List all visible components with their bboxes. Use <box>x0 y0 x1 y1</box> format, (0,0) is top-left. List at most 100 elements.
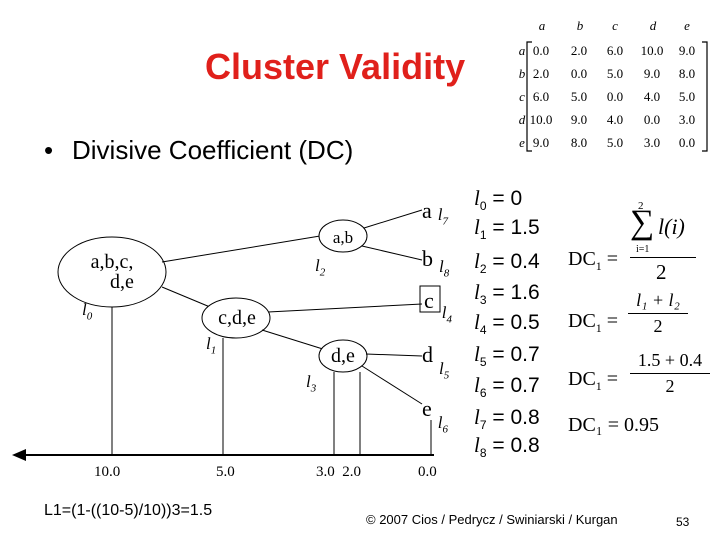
matrix-cell: 5.0 <box>678 89 696 104</box>
dc-formula-values: DC1 = <box>568 368 619 393</box>
dc-formula-levels: DC1 = <box>568 310 619 335</box>
edge-cde-c <box>267 303 423 313</box>
matrix-cell: 0.0 <box>678 135 696 150</box>
matrix-cell: 8.0 <box>570 135 588 150</box>
edge-ab-b <box>361 245 423 261</box>
edge-root-ab <box>161 235 321 263</box>
axis-arrowhead <box>12 449 26 461</box>
matrix-cell: 10.0 <box>640 43 664 58</box>
edge-de-d <box>365 353 423 357</box>
slide-title: Cluster Validity <box>205 46 466 87</box>
sum-term: l(i) <box>658 214 685 239</box>
matrix-cell: 2.0 <box>532 66 550 81</box>
sum-upper-limit: 2 <box>638 200 644 212</box>
level-label-l0: l0 <box>82 300 93 323</box>
matrix-brackets <box>526 41 708 152</box>
leaf-c-highlight <box>419 285 441 313</box>
matrix-cell: 9.0 <box>678 43 696 58</box>
level-value: l1 = 1.5 <box>474 215 540 243</box>
matrix-cell: 9.0 <box>643 66 661 81</box>
copyright-notice: © 2007 Cios / Pedrycz / Swiniarski / Kur… <box>366 512 618 527</box>
matrix-cell: 0.0 <box>606 89 624 104</box>
dc-formula-definition: DC1 = <box>568 248 619 273</box>
levels-fraction: l₁ + l₂ 2 <box>628 290 688 337</box>
edge-cde-de <box>261 329 327 351</box>
matrix-col-header: b <box>576 18 584 33</box>
axis-tick-0: 0.0 <box>418 464 437 480</box>
values-fraction-numerator: 1.5 + 0.4 <box>637 350 703 370</box>
bullet-text: Divisive Coefficient (DC) <box>72 135 354 165</box>
cde-node-label: c,d,e <box>218 307 256 329</box>
axis-tick-10: 10.0 <box>94 464 121 480</box>
matrix-cell: 9.0 <box>532 135 550 150</box>
level-value: l6 = 0.7 <box>474 373 540 401</box>
values-fraction: 1.5 + 0.4 2 <box>630 350 710 397</box>
dc-result: DC₁ = 0.95 <box>568 414 660 436</box>
root-node-label: a,b,c, d,e <box>72 252 152 292</box>
matrix-cell: 0.0 <box>532 43 550 58</box>
l1-calculation: L1=(1-((10-5)/10))3=1.5 <box>44 502 213 519</box>
matrix-col-header: a <box>538 18 546 33</box>
level-label-l3: l3 <box>306 372 317 395</box>
edge-de-e <box>361 365 423 405</box>
axis-tick-5: 5.0 <box>216 464 235 480</box>
ab-cluster-node <box>318 219 368 253</box>
matrix-cell: 10.0 <box>529 112 553 127</box>
cde-cluster-node <box>201 297 271 339</box>
matrix-cell: 5.0 <box>606 135 624 150</box>
matrix-col-header: d <box>649 18 657 33</box>
values-fraction-denominator: 2 <box>665 376 675 396</box>
matrix-cell: 6.0 <box>532 89 550 104</box>
matrix-row-label: a <box>518 43 526 58</box>
matrix-cell: 0.0 <box>643 112 661 127</box>
leaf-a: a l7 <box>422 198 448 228</box>
matrix-cell: 8.0 <box>678 66 696 81</box>
de-node-label: d,e <box>331 345 355 367</box>
matrix-col-header: c <box>612 18 618 33</box>
level-value: l0 = 0 <box>474 186 523 214</box>
leaf-b: b l8 <box>422 246 450 280</box>
matrix-cell: 6.0 <box>606 43 624 58</box>
level-value: l2 = 0.4 <box>474 249 540 277</box>
matrix-row-label: c <box>519 89 525 104</box>
level-value: l5 = 0.7 <box>474 342 540 370</box>
sum-lower-limit: i=1 <box>636 244 650 255</box>
matrix-cell: 2.0 <box>570 43 588 58</box>
matrix-cell: 4.0 <box>606 112 624 127</box>
sum-fraction: 2 ∑ i=1 l(i) 2 <box>626 200 706 290</box>
matrix-row-label: b <box>518 66 526 81</box>
page-number: 53 <box>676 515 690 529</box>
root-label-line2: d,e <box>110 271 134 293</box>
leaf-e: el6 <box>422 396 448 436</box>
matrix-cell: 0.0 <box>570 66 588 81</box>
matrix-row-label: d <box>518 112 526 127</box>
leaf-d: dl5 <box>422 342 450 382</box>
bullet-symbol: • <box>44 135 54 165</box>
ab-node-label: a,b <box>332 228 354 247</box>
levels-fraction-denominator: 2 <box>653 316 663 336</box>
matrix-cell: 5.0 <box>606 66 624 81</box>
matrix-cell: 4.0 <box>643 89 661 104</box>
sum-denominator: 2 <box>656 260 667 284</box>
level-value: l8 = 0.8 <box>474 433 540 461</box>
matrix-cell: 9.0 <box>570 112 588 127</box>
level-value: l4 = 0.5 <box>474 310 540 338</box>
matrix-row-label: e <box>519 135 525 150</box>
axis-tick-3-2: 3.0 2.0 <box>316 464 361 480</box>
level-label-l1: l1 <box>206 334 217 357</box>
level-label-l2: l2 <box>315 256 326 279</box>
level-value: l3 = 1.6 <box>474 280 540 308</box>
matrix-cell: 3.0 <box>643 135 661 150</box>
sum-sign: ∑ <box>630 204 655 241</box>
root-label-line1: a,b,c, <box>90 251 134 273</box>
de-cluster-node <box>318 339 368 373</box>
distance-matrix: a b c d e a b c d e 0.0 2.0 6.0 10.0 9.0… <box>505 14 715 154</box>
matrix-col-header: e <box>684 18 690 33</box>
levels-fraction-numerator: l₁ + l₂ <box>636 290 680 310</box>
matrix-cell: 5.0 <box>570 89 588 104</box>
leaf-c: c l4 <box>424 288 452 326</box>
matrix-cell: 3.0 <box>678 112 696 127</box>
edge-ab-a <box>363 209 423 229</box>
level-value: l7 = 0.8 <box>474 405 540 433</box>
